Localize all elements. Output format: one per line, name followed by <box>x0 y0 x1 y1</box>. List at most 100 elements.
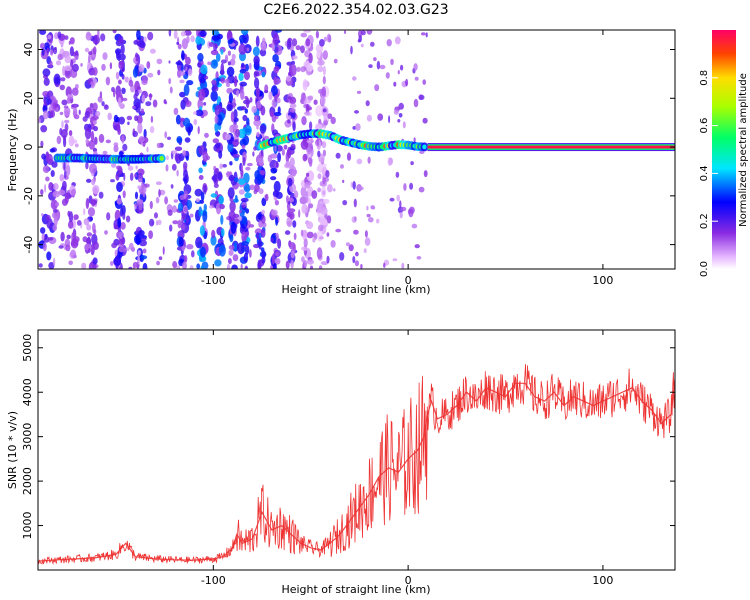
spectrogram-noise <box>208 42 215 47</box>
spectrogram-noise <box>70 139 78 144</box>
spectrogram-noise <box>379 64 386 70</box>
spectrogram-noise <box>88 248 91 253</box>
snr-ticks: -100 0 100 1000 2000 3000 4000 5000 <box>21 330 675 587</box>
spectrogram-noise <box>138 178 143 182</box>
spectrogram-noise <box>288 214 293 218</box>
spectrogram-noise <box>354 216 357 222</box>
spectrogram-noise <box>218 150 223 159</box>
spectrogram-noise <box>322 163 327 168</box>
spectrogram-noise <box>141 237 147 241</box>
colorbar-tick-label: 0.4 <box>699 165 710 181</box>
spectrogram-noise <box>253 71 257 79</box>
spectrogram-noise <box>199 225 205 236</box>
spectrogram-noise <box>143 36 147 43</box>
colorbar: 0.0 0.2 0.4 0.6 0.8 Normalized spectral ampl… <box>699 30 749 277</box>
spectrogram-noise <box>92 241 99 250</box>
spectrogram-noise <box>322 76 326 85</box>
spectrogram-noise <box>59 174 65 182</box>
colorbar-ticks: 0.0 0.2 0.4 0.6 0.8 <box>699 70 718 277</box>
spectrogram-noise <box>228 245 235 250</box>
spectrogram-noise <box>58 245 64 249</box>
spectrogram-noise <box>50 170 55 177</box>
spectrogram-noise <box>305 191 309 203</box>
spectrogram-noise <box>74 55 79 60</box>
spectrogram-noise <box>210 235 217 246</box>
spectrogram-noise <box>228 249 234 256</box>
spectrogram-noise <box>261 215 266 224</box>
spectrogram-noise <box>215 53 221 62</box>
spectrogram-noise <box>177 43 182 50</box>
spectrogram-noise <box>389 197 395 202</box>
spectrogram-noise <box>100 33 106 42</box>
spectrogram-noise <box>171 163 177 171</box>
ridge-point <box>422 144 427 150</box>
spectrogram-noise <box>355 251 359 257</box>
spectrogram-noise <box>197 52 204 62</box>
spectrogram-noise <box>110 261 114 266</box>
spectrogram-noise <box>132 105 136 110</box>
spectrogram-noise <box>345 242 351 247</box>
spectrogram-noise <box>243 183 251 193</box>
spectrogram-noise <box>92 67 98 76</box>
spectrogram-noise <box>128 266 133 269</box>
spectrogram-noise <box>300 92 306 102</box>
spectrogram-noise <box>260 42 267 51</box>
spectrogram-noise <box>134 115 139 122</box>
spectrogram-noise <box>386 39 392 47</box>
spectrogram-noise <box>312 237 316 243</box>
spectrogram-noise <box>323 50 328 60</box>
spectrogram-noise <box>414 244 420 249</box>
spectrogram-noise <box>292 220 297 228</box>
spectrogram-noise <box>141 75 149 84</box>
spectrogram-noise <box>284 41 288 47</box>
spectrogram-noise <box>227 61 231 66</box>
spectrogram-noise <box>316 138 320 147</box>
spectrogram-noise <box>92 185 100 195</box>
spectrogram-noise <box>352 180 356 190</box>
spectrogram-noise <box>168 78 172 85</box>
spectrogram-noise <box>127 247 130 252</box>
spectrogram-noise <box>73 214 79 221</box>
spectrogram-noise <box>52 212 56 219</box>
spectrogram-noise <box>304 181 311 189</box>
spectrogram-noise <box>97 30 100 38</box>
spectrogram-noise <box>300 229 304 237</box>
spectrogram-noise <box>62 180 67 191</box>
spectrogram-noise <box>235 128 240 138</box>
spectrogram-noise <box>321 141 327 149</box>
spectrogram-noise <box>58 189 66 196</box>
spectrogram-noise <box>283 144 288 150</box>
spectrogram-noise <box>244 125 252 136</box>
spectrogram-noise <box>174 153 179 162</box>
spectrogram-noise <box>122 143 128 151</box>
spectrogram-noise <box>118 39 124 44</box>
spectrogram-noise <box>315 123 323 131</box>
spectrogram-noise <box>311 190 318 199</box>
spectrogram-noise <box>87 207 96 217</box>
spectrogram-noise <box>101 101 105 107</box>
spectrogram-noise <box>240 204 247 209</box>
spectrogram-noise <box>396 194 401 202</box>
spectrogram-noise <box>115 172 120 181</box>
spectrogram-noise <box>241 144 246 150</box>
spectrogram-noise <box>310 265 313 269</box>
spectrogram-noise <box>183 83 190 96</box>
spectrogram-noise <box>315 105 324 117</box>
spectrogram-noise <box>242 114 248 122</box>
spectrogram-noise <box>200 246 207 258</box>
spectrogram-panel: -100 0 100 -40 -20 0 20 40 Height of straight l… <box>6 29 676 296</box>
spectrogram-noise <box>82 116 88 122</box>
spectrogram-noise <box>59 127 63 136</box>
spectrogram-noise <box>215 167 220 174</box>
spectrogram-noise <box>55 60 62 66</box>
colorbar-tick-label: 0.6 <box>699 118 710 134</box>
y-tick-label: 40 <box>22 43 35 57</box>
spectrogram-noise <box>226 66 235 77</box>
spectrogram-noise <box>393 109 399 115</box>
carrier-core <box>427 145 675 149</box>
spectrogram-noise <box>264 193 269 202</box>
spectrogram-noise <box>300 32 308 38</box>
spectrogram-noise <box>156 260 161 266</box>
spectrogram-noise <box>272 33 280 46</box>
spectrogram-noise <box>258 157 264 167</box>
